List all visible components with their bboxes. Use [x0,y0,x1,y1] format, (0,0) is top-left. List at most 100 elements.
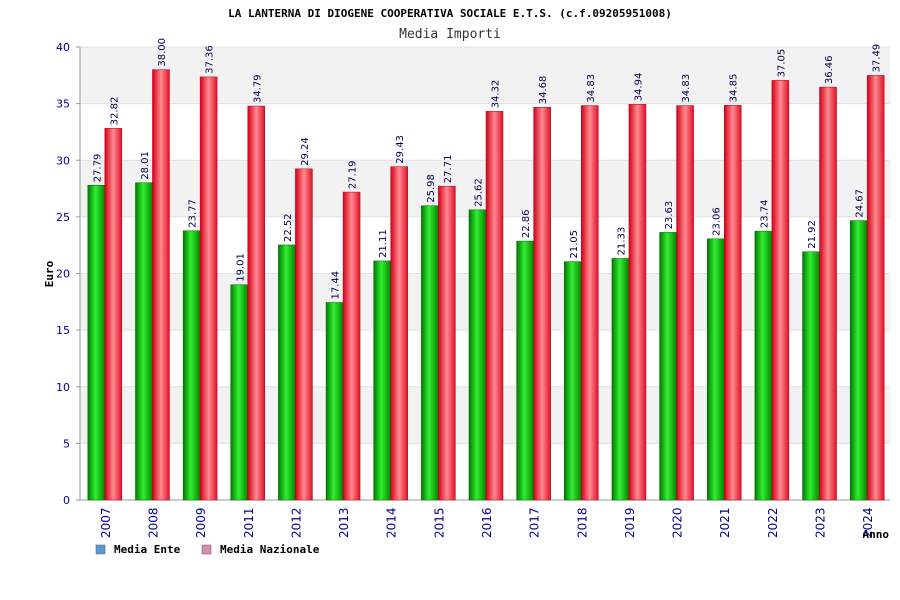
bar-media-ente-2017 [516,240,534,501]
bar-media-nazionale-2021 [723,105,742,501]
value-label-media-ente-2011: 19.01 [235,253,246,282]
bar-media-nazionale-2013 [342,191,361,501]
value-label-media-ente-2007: 27.79 [92,154,103,183]
bar-media-ente-2022 [754,230,773,501]
x-tick-label-2012: 2012 [289,507,303,538]
bar-media-ente-2012 [278,244,296,501]
x-tick-label-2009: 2009 [194,507,208,538]
bar-media-ente-2016 [468,209,487,501]
y-tick-label: 5 [63,437,70,450]
bar-media-ente-2021 [706,238,725,501]
value-label-media-nazionale-2009: 37.36 [205,45,216,74]
value-label-media-nazionale-2011: 34.79 [252,74,263,103]
value-label-media-nazionale-2022: 37.05 [776,49,787,78]
x-tick-label-2011: 2011 [242,507,256,538]
bar-media-ente-2009 [182,230,201,501]
bar-media-ente-2013 [325,302,344,501]
value-label-media-ente-2017: 22.86 [521,209,532,238]
bar-media-ente-2015 [421,205,439,501]
x-axis-label: Anno [863,528,890,541]
value-label-media-nazionale-2024: 37.49 [872,44,883,73]
bar-media-nazionale-2022 [771,80,790,501]
y-axis-ticks: 0 5 10 15 20 25 30 35 40 [56,41,80,507]
x-tick-label-2008: 2008 [146,507,160,538]
value-labels-group: 27.79 32.82 28.01 38.00 23.77 37.36 19.01 34.79… [92,38,882,299]
value-label-media-nazionale-2019: 34.94 [633,73,644,102]
x-tick-label-2007: 2007 [99,507,113,538]
bar-media-nazionale-2014 [390,166,408,501]
bar-media-ente-2018 [564,261,582,501]
bar-media-ente-2020 [659,232,677,501]
value-label-media-nazionale-2017: 34.68 [538,76,549,105]
legend-swatch-media-nazionale [201,544,212,555]
bar-media-nazionale-2011 [247,105,266,501]
value-label-media-ente-2009: 23.77 [188,199,199,228]
value-label-media-nazionale-2016: 34.32 [491,80,502,109]
value-label-media-ente-2022: 23.74 [759,200,770,229]
bar-media-nazionale-2007 [104,128,123,501]
bar-media-ente-2007 [87,185,106,501]
value-label-media-nazionale-2013: 27.19 [348,160,359,189]
x-tick-label-2017: 2017 [528,507,542,538]
bar-media-ente-2024 [849,220,868,501]
value-label-media-ente-2021: 23.06 [712,207,723,236]
value-label-media-nazionale-2014: 29.43 [395,135,406,164]
value-label-media-nazionale-2021: 34.85 [729,74,740,103]
value-label-media-nazionale-2018: 34.83 [586,74,597,103]
bar-media-ente-2014 [373,260,391,501]
x-tick-label-2016: 2016 [480,507,494,538]
x-tick-label-2020: 2020 [671,507,685,538]
x-axis-ticks: 2007 2008 2009 2011 2012 2013 2014 2015 2016 2017… [99,507,875,538]
bar-media-nazionale-2020 [676,105,694,501]
bar-media-nazionale-2017 [533,106,551,501]
x-tick-label-2021: 2021 [718,507,732,538]
legend-label-media-ente: Media Ente [114,543,181,556]
bar-media-nazionale-2024 [866,75,885,501]
bar-media-nazionale-2008 [152,69,170,501]
bar-media-nazionale-2016 [485,111,504,501]
chart-subtitle: Media Importi [399,27,501,42]
value-label-media-nazionale-2023: 36.46 [824,55,835,84]
value-label-media-ente-2024: 24.67 [855,189,866,218]
bar-media-nazionale-2019 [628,104,647,501]
y-tick-label: 10 [56,381,70,394]
value-label-media-ente-2019: 21.33 [616,227,627,256]
y-tick-label: 15 [56,324,70,337]
x-tick-label-2024: 2024 [861,507,875,538]
value-label-media-ente-2016: 25.62 [474,178,485,207]
bar-media-ente-2008 [135,182,153,501]
value-label-media-ente-2023: 21.92 [807,220,818,249]
y-tick-label: 30 [56,154,70,167]
x-tick-label-2019: 2019 [623,507,637,538]
value-label-media-ente-2014: 21.11 [378,229,389,258]
legend-swatch-media-ente [95,544,106,555]
x-tick-label-2014: 2014 [385,507,399,538]
y-tick-label: 20 [56,268,70,281]
legend-label-media-nazionale: Media Nazionale [220,543,320,556]
value-label-media-nazionale-2007: 32.82 [109,97,120,126]
y-tick-label: 40 [56,41,70,54]
bar-media-nazionale-2015 [438,185,456,501]
y-tick-label: 25 [56,211,70,224]
bars-group [87,69,885,501]
bar-media-nazionale-2012 [295,168,313,501]
y-tick-label: 35 [56,98,70,111]
value-label-media-ente-2018: 21.05 [569,230,580,259]
y-tick-label: 0 [63,494,70,507]
x-tick-label-2023: 2023 [814,507,828,538]
bar-media-ente-2019 [611,258,630,501]
value-label-media-ente-2008: 28.01 [140,151,151,180]
chart-title: LA LANTERNA DI DIOGENE COOPERATIVA SOCIA… [228,7,672,20]
x-tick-label-2018: 2018 [575,507,589,538]
bar-media-ente-2023 [802,251,820,501]
value-label-media-ente-2015: 25.98 [426,174,437,203]
bar-media-nazionale-2009 [199,76,218,501]
value-label-media-nazionale-2020: 34.83 [681,74,692,103]
bar-media-nazionale-2018 [581,105,599,501]
legend: Media Ente Media Nazionale [95,543,320,556]
x-tick-label-2022: 2022 [766,507,780,538]
value-label-media-ente-2020: 23.63 [664,201,675,230]
bar-media-ente-2011 [230,284,249,501]
value-label-media-nazionale-2008: 38.00 [157,38,168,67]
